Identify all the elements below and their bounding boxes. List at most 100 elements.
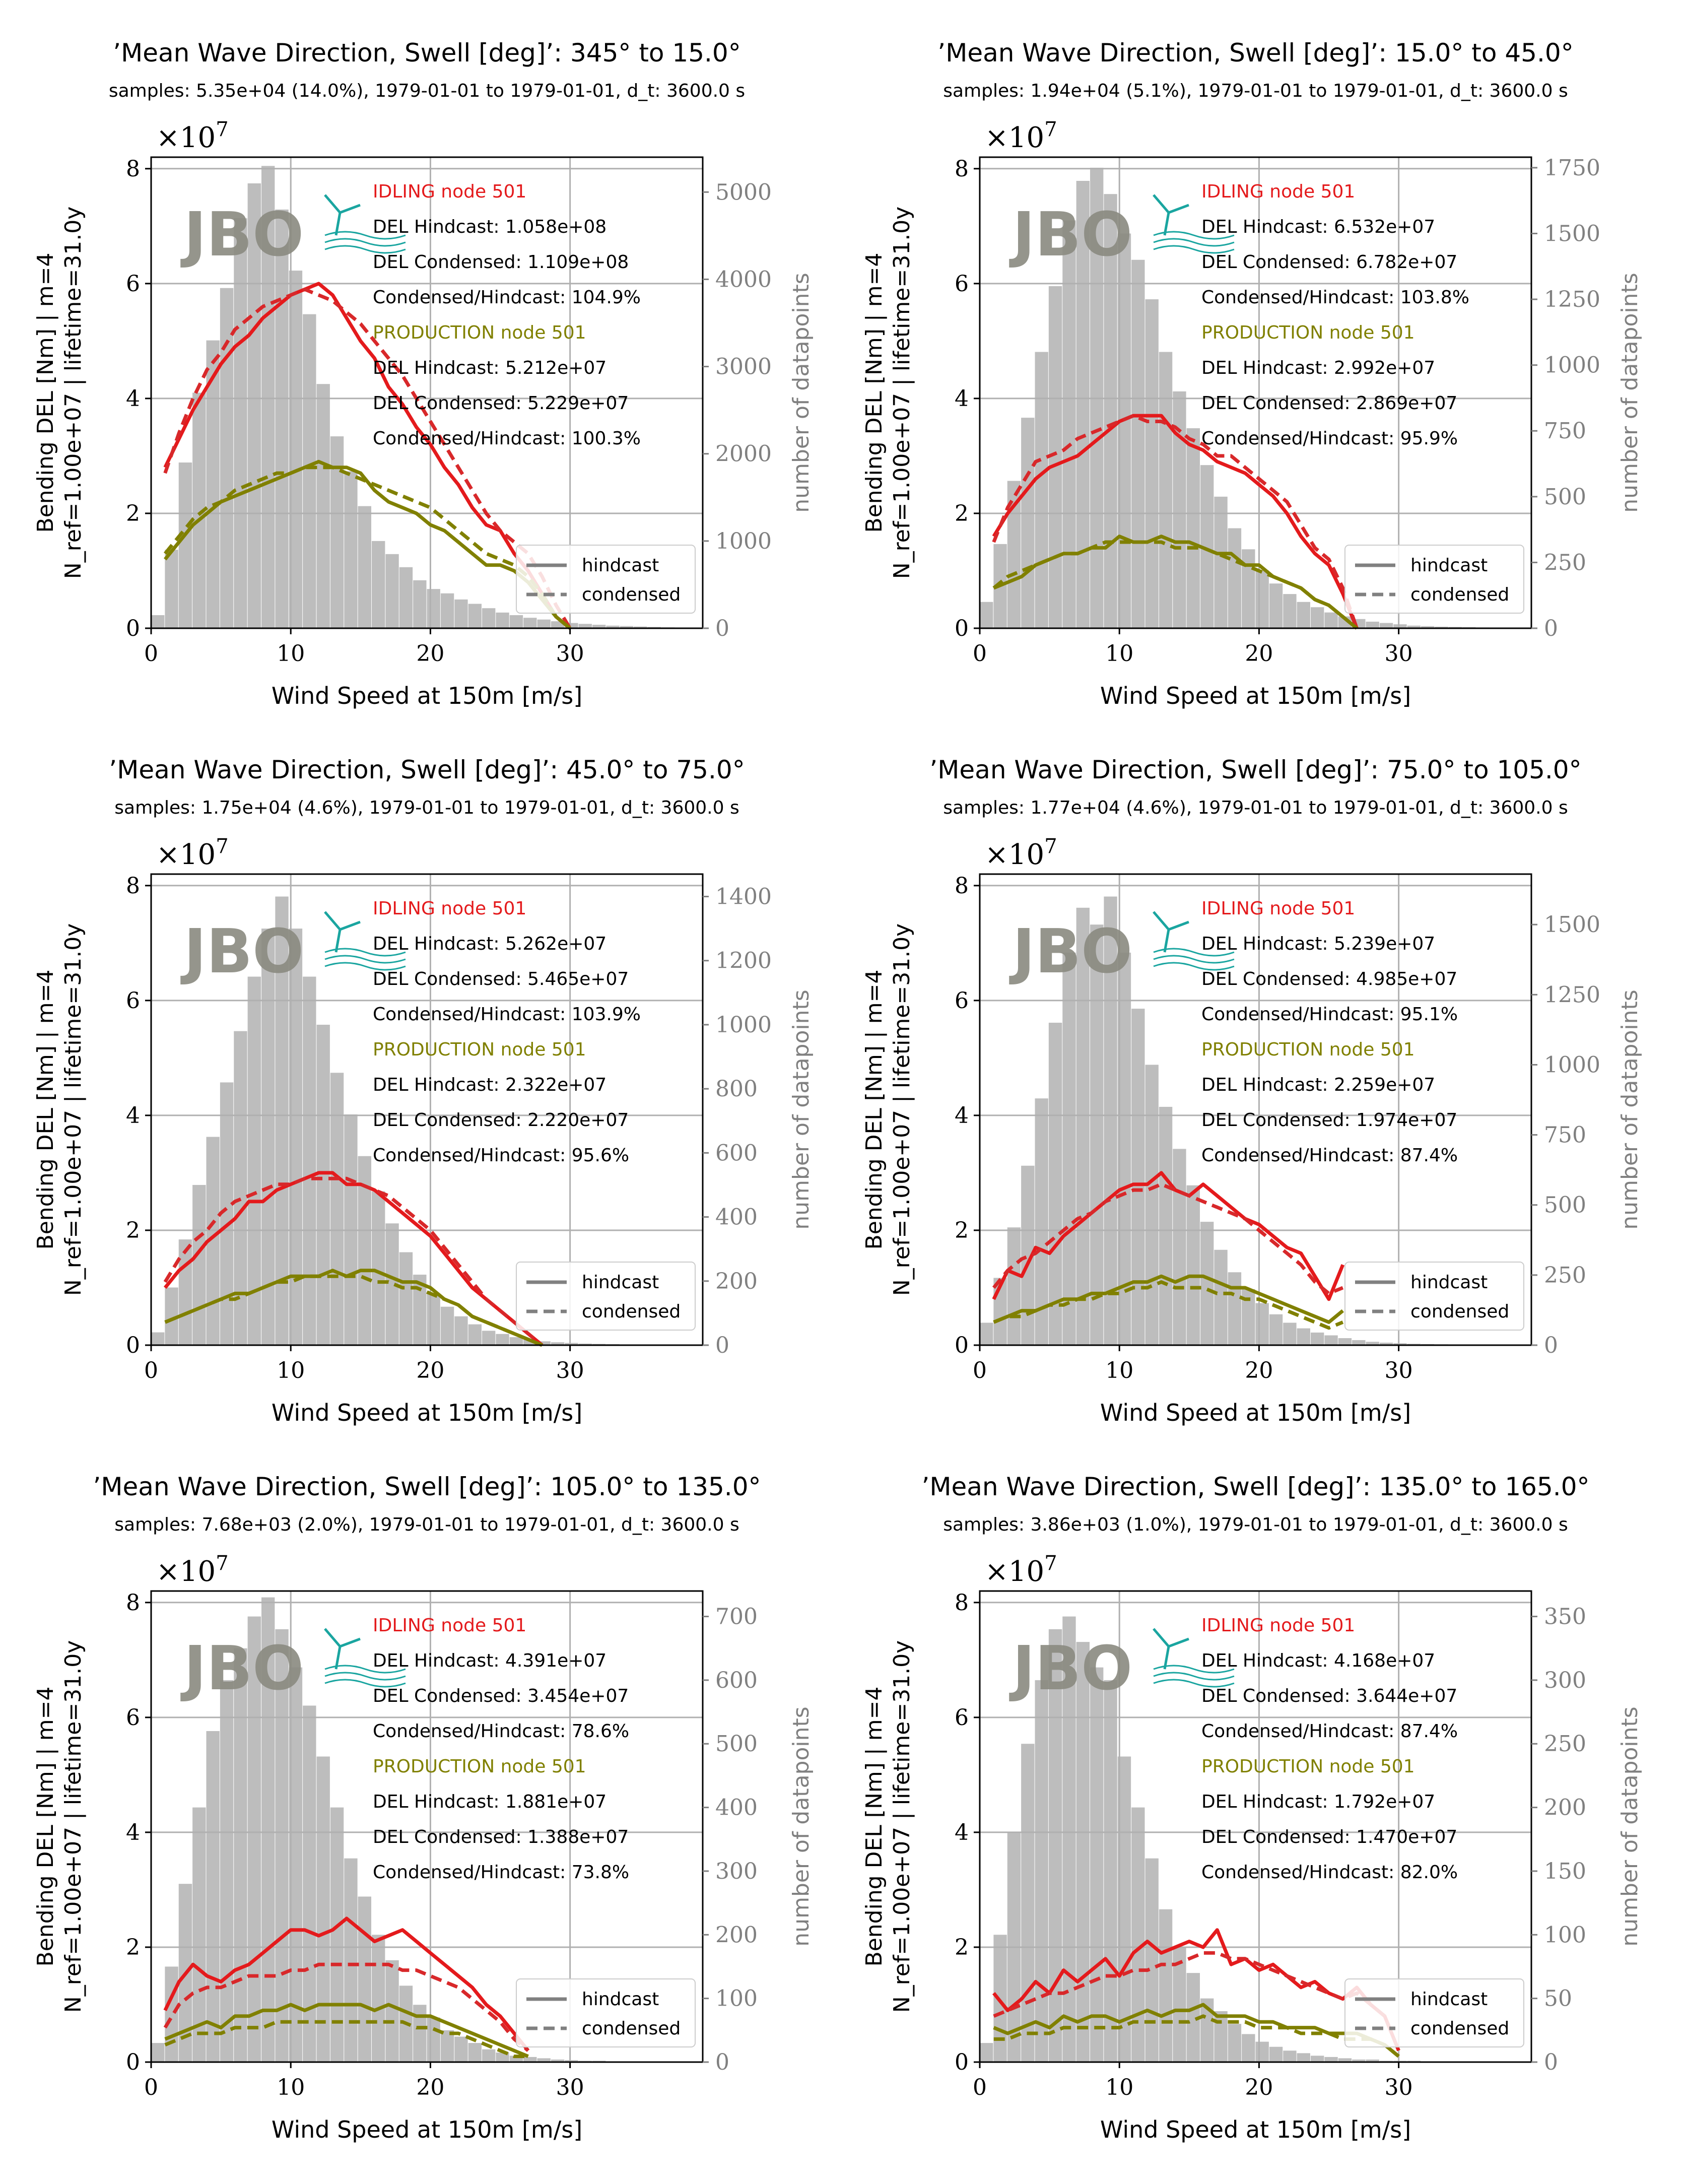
info-line: PRODUCTION node 501 [373,1039,586,1060]
x-tick-label: 0 [144,1358,158,1383]
histogram-bar [606,625,620,628]
y2-tick-label: 1000 [715,528,772,554]
histogram-bar [1186,1185,1200,1345]
offset-base: ×10 [156,121,216,154]
y2-tick-label: 2000 [715,441,772,467]
wave-line [1153,1665,1235,1674]
y2-tick-label: 1250 [1544,287,1600,312]
histogram-bar [1062,952,1076,1345]
histogram-bar [440,2030,454,2062]
y2-axis-label: number of datapoints [1617,273,1643,512]
info-text-block: IDLING node 501 DEL Hindcast: 5.262e+07 DE… [373,898,641,1166]
x-axis-label: Wind Speed at 150m [m/s] [1100,682,1411,709]
legend-label: hindcast [582,555,659,576]
y2-tick-label: 0 [715,1333,729,1358]
y2-tick-label: 800 [715,1076,758,1102]
watermark-text: JBO [1009,917,1132,987]
histogram-bar [523,618,537,628]
histogram-bar [509,1337,523,1345]
y-axis-label-line1: Bending DEL [Nm] | m=4 [33,253,58,533]
y-axis-label-line2: N_ref=1.00e+07 | lifetime=31.0y [889,207,915,579]
x-axis-label: Wind Speed at 150m [m/s] [272,2116,582,2143]
histogram-bar [1269,583,1283,628]
info-line: DEL Hindcast: 5.239e+07 [1201,934,1435,954]
y-tick-label: 2 [955,501,969,526]
histogram-bar [1366,1342,1379,1345]
histogram-bar [1048,1022,1062,1345]
histogram-bar [192,1184,206,1345]
y2-tick-label: 750 [1544,418,1586,444]
series-line-idling-condensed [993,1951,1400,2051]
y-tick-label: 0 [955,2049,969,2075]
panel-title: ’Mean Wave Direction, Swell [deg]’: 135.… [921,1472,1589,1501]
histogram-bar [316,1756,330,2062]
histogram-bar [1076,1642,1090,2062]
info-line: IDLING node 501 [1201,898,1355,919]
x-tick-label: 0 [973,1358,987,1383]
histogram-bar [1283,1322,1297,1345]
x-tick-label: 30 [1385,2075,1413,2100]
wave-line [1153,1679,1235,1688]
histogram-bar [1131,259,1145,628]
y2-tick-label: 4000 [715,267,772,292]
x-axis-label: Wind Speed at 150m [m/s] [272,1399,582,1426]
y2-axis-label: number of datapoints [1617,1706,1643,1946]
offset-base: ×10 [985,838,1044,871]
series-line-production-condensed [164,2020,528,2059]
x-tick-label: 20 [416,641,444,667]
x-tick-label: 0 [973,641,987,667]
legend: hindcast condensed [1344,1262,1524,1331]
histogram-bar [330,1807,344,2062]
histogram-bar [496,612,509,628]
turbine-blades [1153,1628,1189,1670]
wave-line [1153,245,1235,254]
histogram-bar [454,1316,468,1345]
wave-line [324,245,406,254]
info-line: DEL Condensed: 4.985e+07 [1201,969,1457,989]
histogram-bar [413,580,427,628]
histogram-bar [275,209,289,628]
histogram-bar [537,619,551,628]
info-line: DEL Hindcast: 6.532e+07 [1201,217,1435,237]
info-text-block: IDLING node 501 DEL Hindcast: 5.239e+07 DE… [1201,898,1458,1166]
y2-tick-label: 0 [1544,2049,1558,2075]
histogram-bar [1324,612,1338,628]
y2-tick-label: 1500 [1544,912,1600,938]
histogram-bar [220,1680,234,2062]
watermark-text: JBO [1009,1634,1132,1704]
histogram-bar [1104,194,1117,628]
legend: hindcast condensed [1344,545,1524,614]
info-text-block: IDLING node 501 DEL Hindcast: 4.168e+07 DE… [1201,1615,1458,1883]
histogram-bar [344,471,358,628]
y2-tick-label: 0 [1544,616,1558,641]
wave-line [324,238,406,247]
info-line: DEL Condensed: 3.644e+07 [1201,1686,1457,1706]
series-line-production-condensed [993,2014,1400,2058]
series-line-idling-hindcast [163,282,571,630]
wave-line [1153,231,1235,240]
histogram [980,896,1517,1345]
offset-text: ×107 [156,835,229,871]
histogram-bar [440,1306,454,1345]
histogram-bar [980,2043,993,2062]
turbine-logo-icon [324,1628,406,1688]
info-line: DEL Hindcast: 1.058e+08 [373,217,606,237]
histogram-bar [1021,1744,1035,2062]
histogram-bar [1311,2056,1324,2062]
info-line: Condensed/Hindcast: 87.4% [1201,1721,1458,1742]
y2-tick-label: 200 [715,1922,758,1948]
y2-tick-label: 200 [1544,1795,1586,1821]
y2-tick-label: 5000 [715,179,772,205]
offset-exponent: 7 [216,1552,228,1575]
plot-frame [979,156,1532,629]
y2-tick-label: 200 [715,1269,758,1294]
legend-label: condensed [1410,1301,1509,1322]
info-line: Condensed/Hindcast: 104.9% [373,287,641,308]
histogram-bar [372,541,385,628]
y-tick-label: 0 [955,616,969,641]
turbine-blades [1153,194,1189,236]
x-axis-label: Wind Speed at 150m [m/s] [272,682,582,709]
watermark-text: JBO [180,1634,304,1704]
histogram-bar [1090,1667,1104,2062]
